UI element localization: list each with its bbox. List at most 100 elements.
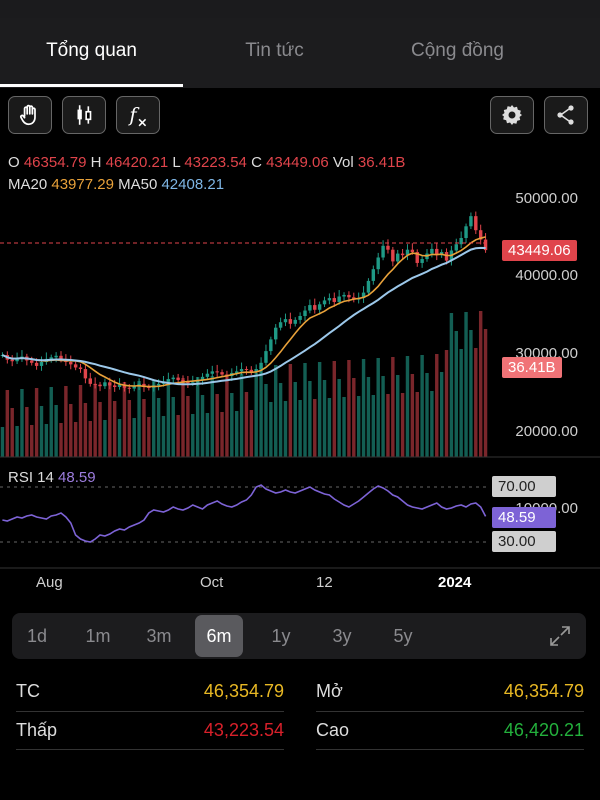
candle-body xyxy=(234,371,239,373)
candle-body xyxy=(337,296,341,302)
open-price-label: Mở xyxy=(316,681,343,701)
volume-bar xyxy=(30,425,34,457)
candle-body xyxy=(30,360,34,363)
volume-bar xyxy=(147,417,151,457)
hand-tool-button[interactable] xyxy=(8,96,52,134)
reference-price-value: 46,354.79 xyxy=(203,681,284,701)
volume-bar xyxy=(278,383,283,457)
volume-bars xyxy=(0,311,488,457)
candle-body xyxy=(308,305,312,311)
candle-body xyxy=(459,238,463,245)
candle-body xyxy=(430,248,434,254)
volume-bar xyxy=(303,363,307,457)
volume-bar xyxy=(220,412,224,457)
volume-bar xyxy=(239,374,244,457)
period-3m-button[interactable]: 3m xyxy=(146,626,172,646)
chart-type-button[interactable] xyxy=(62,96,106,134)
fullscreen-button[interactable] xyxy=(548,624,572,648)
candle-body xyxy=(39,362,44,366)
candle-body xyxy=(410,249,415,253)
tab-community[interactable]: Cộng đồng xyxy=(411,40,504,61)
volume-bar xyxy=(88,421,92,457)
volume-bar xyxy=(200,395,205,457)
low-value: 43223.54 xyxy=(184,154,247,171)
volume-bar xyxy=(444,350,449,457)
volume-bar xyxy=(254,373,258,457)
volume-bar xyxy=(425,373,429,457)
tab-overview[interactable]: Tổng quan xyxy=(46,40,137,61)
volume-bar xyxy=(186,396,190,457)
candle-body xyxy=(483,239,488,251)
close-label: C xyxy=(251,154,262,171)
volume-bar xyxy=(122,382,127,457)
candle-body xyxy=(171,377,175,380)
volume-bar xyxy=(371,395,376,457)
tab-news[interactable]: Tin tức xyxy=(245,40,304,61)
candle-body xyxy=(78,367,83,370)
share-button[interactable] xyxy=(544,96,588,134)
volume-bar xyxy=(249,410,254,457)
period-6m-button[interactable]: 6m xyxy=(195,615,243,657)
divider xyxy=(316,749,584,750)
period-5y-button[interactable]: 5y xyxy=(393,626,413,646)
settings-button[interactable] xyxy=(490,96,534,134)
volume-bar xyxy=(15,426,19,457)
candle-body xyxy=(249,369,254,373)
price-axis-label: 50000.00 xyxy=(515,190,578,207)
candle-body xyxy=(317,304,322,310)
indicators-button[interactable]: f xyxy=(116,96,160,134)
period-3y-button[interactable]: 3y xyxy=(332,626,352,646)
divider xyxy=(16,711,284,712)
high-value: 46420.21 xyxy=(105,154,169,171)
volume-bar xyxy=(112,401,117,457)
volume-label: Vol xyxy=(332,154,354,171)
volume-bar xyxy=(225,375,229,457)
price-chart[interactable] xyxy=(0,185,600,605)
status-strip xyxy=(0,0,600,18)
volume-bar xyxy=(127,400,132,457)
candle-body xyxy=(420,259,424,263)
rsi-lower-tag: 30.00 xyxy=(492,531,556,552)
volume-bar xyxy=(391,357,395,457)
volume-bar xyxy=(117,419,122,457)
close-value: 43449.06 xyxy=(266,154,329,171)
open-price-value: 46,354.79 xyxy=(503,681,584,701)
candle-body xyxy=(108,382,112,386)
ma-readout: MA20 43977.29 MA50 42408.21 xyxy=(8,176,224,193)
candle-body xyxy=(278,322,283,328)
high-price-value: 46,420.21 xyxy=(503,720,584,740)
volume-bar xyxy=(34,388,39,457)
volume-bar xyxy=(410,374,415,457)
time-axis-label: Oct xyxy=(200,574,224,591)
candle-body xyxy=(54,355,58,358)
volume-bar xyxy=(132,418,136,457)
candle-body xyxy=(59,355,63,360)
volume-bar xyxy=(259,366,263,457)
volume-bar xyxy=(449,313,454,457)
active-tab-underline xyxy=(0,84,183,87)
volume-bar xyxy=(420,355,424,457)
volume-bar xyxy=(205,413,210,457)
volume-bar xyxy=(156,398,161,457)
volume-bar xyxy=(73,422,78,457)
candle-body xyxy=(191,382,195,384)
candle-body xyxy=(254,369,258,373)
volume-bar xyxy=(234,411,239,457)
candle-body xyxy=(156,383,161,386)
reference-price-label: TC xyxy=(16,681,40,701)
volume-bar xyxy=(347,360,351,457)
period-1d-button[interactable]: 1d xyxy=(26,626,48,646)
open-label: O xyxy=(8,154,20,171)
last-volume-tag: 36.41B xyxy=(502,357,562,378)
volume-bar xyxy=(181,378,185,457)
period-1m-button[interactable]: 1m xyxy=(85,626,111,646)
candle-body xyxy=(127,387,132,389)
candle-body xyxy=(386,245,390,250)
candle-body xyxy=(469,216,473,227)
candle-body xyxy=(381,245,385,258)
volume-bar xyxy=(381,376,385,457)
candle-body xyxy=(239,369,244,372)
period-1y-button[interactable]: 1y xyxy=(271,626,291,646)
candlestick-icon xyxy=(77,105,92,125)
volume-bar xyxy=(78,385,83,457)
